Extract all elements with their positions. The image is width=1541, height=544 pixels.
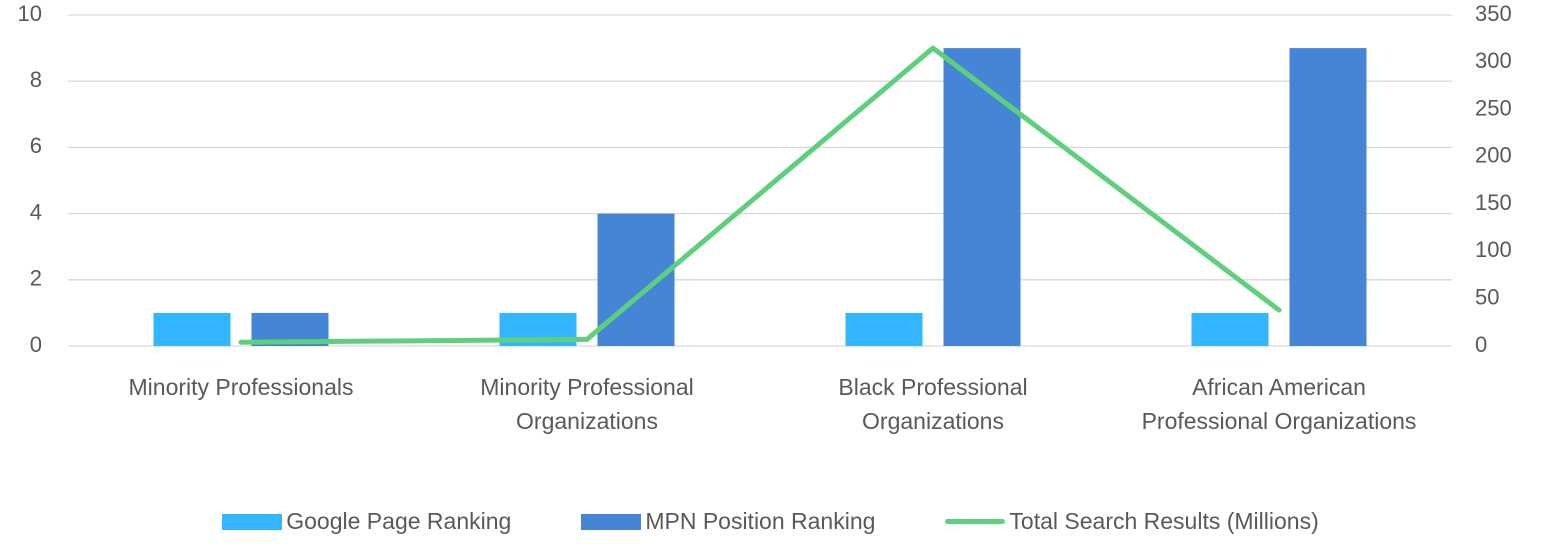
bar	[1191, 312, 1269, 346]
x-tick-label: African American Professional Organizati…	[1141, 374, 1417, 434]
bar	[153, 312, 231, 346]
y2-tick-label: 100	[1475, 237, 1512, 262]
y-tick-label: 8	[30, 67, 42, 92]
y2-tick-label: 250	[1475, 95, 1512, 120]
legend-label: Google Page Ranking	[286, 508, 512, 534]
x-tick-label: Black Professional Organizations	[838, 374, 1028, 434]
legend-item: Total Search Results (Millions)	[945, 508, 1319, 535]
y2-tick-label: 0	[1475, 332, 1487, 357]
y2-tick-label: 50	[1475, 285, 1499, 310]
bar	[943, 48, 1021, 346]
y2-tick-label: 150	[1475, 190, 1512, 215]
legend-swatch	[222, 513, 283, 530]
y-tick-label: 6	[30, 133, 42, 158]
legend-swatch	[581, 513, 642, 530]
bar	[1289, 48, 1367, 346]
y-tick-label: 10	[18, 1, 42, 26]
y2-tick-label: 350	[1475, 1, 1512, 26]
y-tick-label: 2	[30, 266, 42, 291]
y2-tick-label: 200	[1475, 143, 1512, 168]
legend-item: MPN Position Ranking	[581, 508, 875, 535]
legend-swatch	[945, 519, 1006, 524]
legend-item: Google Page Ranking	[222, 508, 511, 535]
legend: Google Page Ranking MPN Position Ranking T…	[0, 508, 1541, 535]
legend-label: Total Search Results (Millions)	[1009, 508, 1319, 534]
y2-tick-label: 300	[1475, 48, 1512, 73]
legend-label: MPN Position Ranking	[645, 508, 876, 534]
y-tick-label: 0	[30, 332, 42, 357]
bar	[597, 213, 675, 346]
x-tick-label: Minority Professional Organizations	[480, 374, 694, 434]
x-tick-label: Minority Professionals	[128, 374, 354, 400]
line	[238, 45, 1282, 345]
bar	[845, 312, 923, 346]
y-tick-label: 4	[30, 199, 42, 224]
